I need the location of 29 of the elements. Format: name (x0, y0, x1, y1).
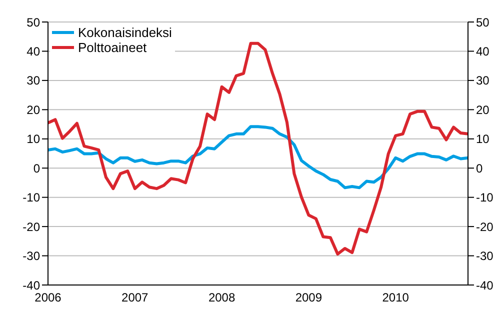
x-tick-label: 2007 (122, 290, 149, 305)
y-tick-label: -30 (22, 249, 40, 264)
legend-label: Kokonaisindeksi (78, 25, 172, 40)
y2-tick-label: 50 (476, 15, 490, 30)
x-tick-label: 2009 (295, 290, 322, 305)
x-tick-label: 2008 (208, 290, 236, 305)
y-tick-label: -40 (22, 278, 40, 292)
y-tick-label: -10 (22, 190, 40, 205)
y-tick-label: 40 (26, 44, 40, 58)
legend-label: Polttoaineet (78, 40, 147, 55)
y2-tick-label: -20 (476, 220, 494, 234)
y-tick-label: 30 (26, 74, 40, 88)
y2-tick-label: 20 (476, 102, 490, 117)
y-tick-label: 20 (26, 102, 40, 117)
y2-tick-label: -30 (476, 249, 494, 264)
y2-tick-label: -40 (476, 278, 494, 292)
y2-tick-label: 10 (476, 132, 490, 146)
y-tick-label: 10 (26, 132, 40, 146)
line-series (46, 125, 470, 190)
y2-tick-label: -10 (476, 190, 494, 205)
line-series (46, 42, 470, 256)
y2-tick-label: 0 (476, 161, 483, 176)
y2-tick-label: 30 (476, 74, 490, 88)
y2-tick-label: 40 (476, 44, 490, 58)
x-tick-label: 2010 (382, 290, 410, 305)
y-tick-label: 0 (33, 161, 40, 176)
x-tick-label: 2006 (34, 290, 62, 305)
y-tick-label: -20 (22, 220, 40, 234)
y-tick-label: 50 (26, 15, 40, 30)
